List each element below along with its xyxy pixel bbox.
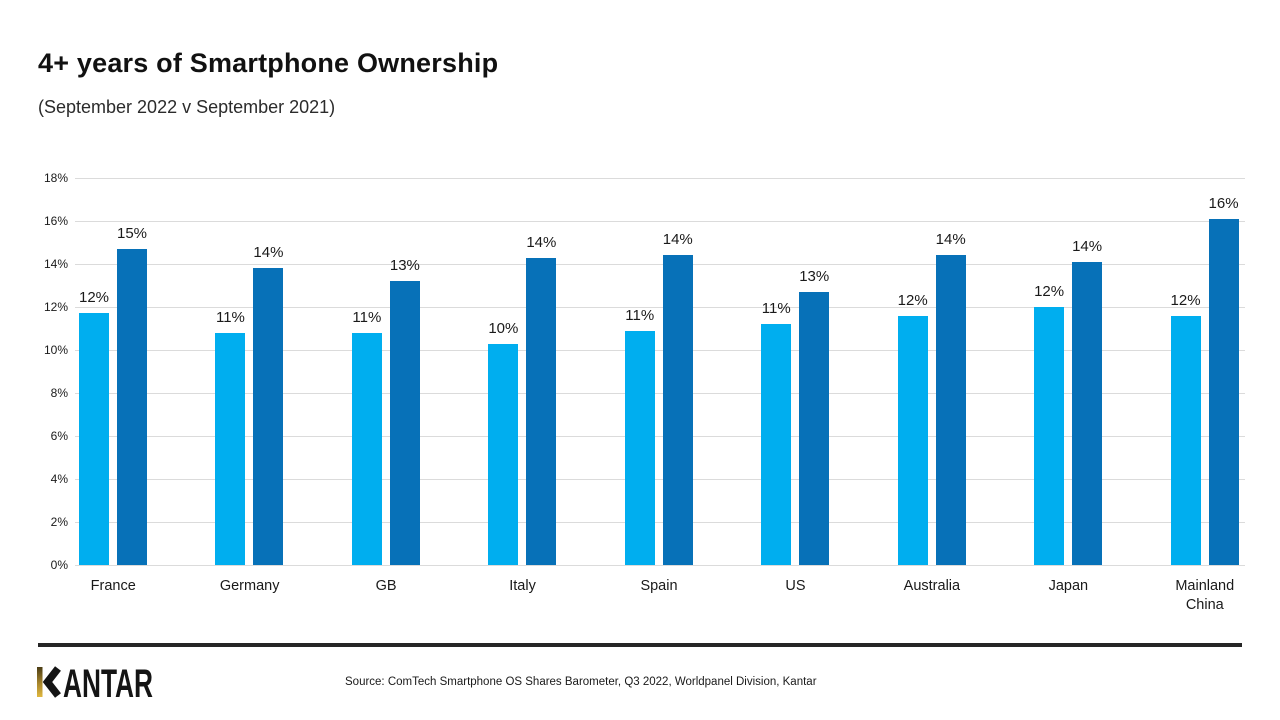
logo-k-stem	[37, 667, 43, 697]
bar-group: 11% 14%	[181, 178, 317, 565]
bar-group: 11% 13%	[727, 178, 863, 565]
bar-group: 12% 14%	[864, 178, 1000, 565]
bar-group: 11% 14%	[591, 178, 727, 565]
y-axis-tick-label: 14%	[43, 257, 68, 271]
source-note: Source: ComTech Smartphone OS Shares Bar…	[345, 676, 817, 688]
page-subtitle: (September 2022 v September 2021)	[38, 97, 336, 117]
y-axis-tick-label: 10%	[43, 343, 68, 357]
bar-value-label: 10%	[488, 319, 519, 337]
bar-value-label: 13%	[799, 267, 830, 285]
x-axis: France Germany GB Italy Spain US Australia Japa…	[45, 577, 1273, 615]
bar-value-label: 15%	[116, 224, 148, 242]
bar-light-blue-bars	[79, 313, 109, 565]
bar-light-blue-bars	[624, 330, 655, 565]
bar-light-blue-bars	[351, 332, 382, 565]
y-axis-tick-label: 8%	[50, 386, 68, 400]
chart-plot-area	[75, 178, 1245, 566]
bar-dark-blue-bars	[935, 255, 966, 565]
bar-value-label: 12%	[78, 289, 110, 307]
x-axis-label: Mainland China	[1175, 578, 1235, 613]
bar-dark-blue-bars	[1208, 218, 1239, 565]
footer-divider	[38, 643, 1242, 647]
gridline	[75, 522, 1245, 523]
x-axis-label: Japan	[1048, 578, 1089, 594]
kantar-logo: ANTAR	[36, 662, 156, 706]
bar-dark-blue-bars	[253, 268, 284, 565]
bar-value-label: 14%	[662, 231, 693, 249]
bar-group: 12% 14%	[1000, 178, 1136, 565]
bar-value-label: 13%	[389, 257, 420, 275]
bar-chart: 0% 2% 4% 6% 8% 10% 12% 14% 16% 18% 12% 15% 11% 14% 11…	[43, 171, 1273, 615]
y-axis-tick-label: 2%	[50, 515, 68, 529]
bar-dark-blue-bars	[389, 281, 420, 565]
gridline	[75, 436, 1245, 437]
gridline	[75, 221, 1245, 222]
bar-dark-blue-bars	[1072, 261, 1103, 565]
y-axis-tick-label: 6%	[50, 429, 68, 443]
bar-group: 12% 15%	[45, 178, 181, 565]
bar-value-label: 14%	[935, 231, 966, 249]
bar-value-label: 14%	[526, 233, 557, 251]
bar-dark-blue-bars	[662, 255, 693, 565]
y-axis-tick-label: 18%	[43, 171, 68, 185]
bar-group: 12% 16%	[1137, 178, 1273, 565]
x-axis-label: US	[785, 578, 806, 594]
gridline	[75, 178, 1245, 179]
bar-dark-blue-bars	[117, 248, 147, 565]
gridline	[75, 350, 1245, 351]
gridline	[75, 479, 1245, 480]
bar-value-label: 11%	[761, 300, 791, 318]
kantar-logo-icon: ANTAR	[37, 662, 153, 706]
gridline	[75, 307, 1245, 308]
bar-value-label: 11%	[215, 308, 245, 326]
bar-value-label: 12%	[1034, 283, 1065, 300]
bars-area: 12% 15% 11% 14% 11% 13% 10% 14% 11% 14% 11% 13% 12% 1…	[45, 178, 1273, 565]
bar-value-label: 11%	[625, 306, 655, 324]
logo-k-chevron	[42, 666, 61, 698]
x-axis-label: Italy	[509, 578, 536, 594]
x-axis-label: Spain	[640, 578, 678, 594]
bar-value-label: 14%	[1072, 237, 1103, 255]
y-axis-tick-label: 4%	[50, 472, 68, 486]
bar-value-label: 12%	[897, 291, 928, 309]
gridline	[75, 565, 1245, 566]
bar-light-blue-bars	[1034, 307, 1065, 565]
logo-letters: ANTAR	[63, 663, 153, 701]
y-axis-tick-label: 12%	[43, 300, 68, 314]
gridline	[75, 264, 1245, 265]
bar-value-label: 14%	[253, 244, 284, 262]
x-axis-label: France	[90, 578, 136, 594]
bar-value-label: 16%	[1208, 194, 1239, 212]
x-axis-label: Germany	[219, 578, 280, 594]
bar-light-blue-bars	[488, 343, 519, 565]
bar-light-blue-bars	[215, 332, 246, 565]
bar-light-blue-bars	[1170, 315, 1201, 565]
x-axis-label: GB	[375, 578, 397, 594]
bar-light-blue-bars	[897, 315, 928, 565]
bar-light-blue-bars	[761, 324, 792, 565]
bar-dark-blue-bars	[799, 291, 830, 565]
bar-dark-blue-bars	[526, 257, 557, 565]
bar-value-label: 12%	[1170, 291, 1201, 309]
y-axis-tick-label: 16%	[43, 214, 68, 228]
bar-group: 10% 14%	[454, 178, 590, 565]
page-title: 4+ years of Smartphone Ownership	[38, 48, 499, 78]
y-axis-tick-label: 0%	[50, 558, 68, 572]
bar-group: 11% 13%	[318, 178, 454, 565]
x-axis-label: Australia	[903, 578, 961, 594]
gridline	[75, 393, 1245, 394]
bar-value-label: 11%	[352, 308, 382, 326]
